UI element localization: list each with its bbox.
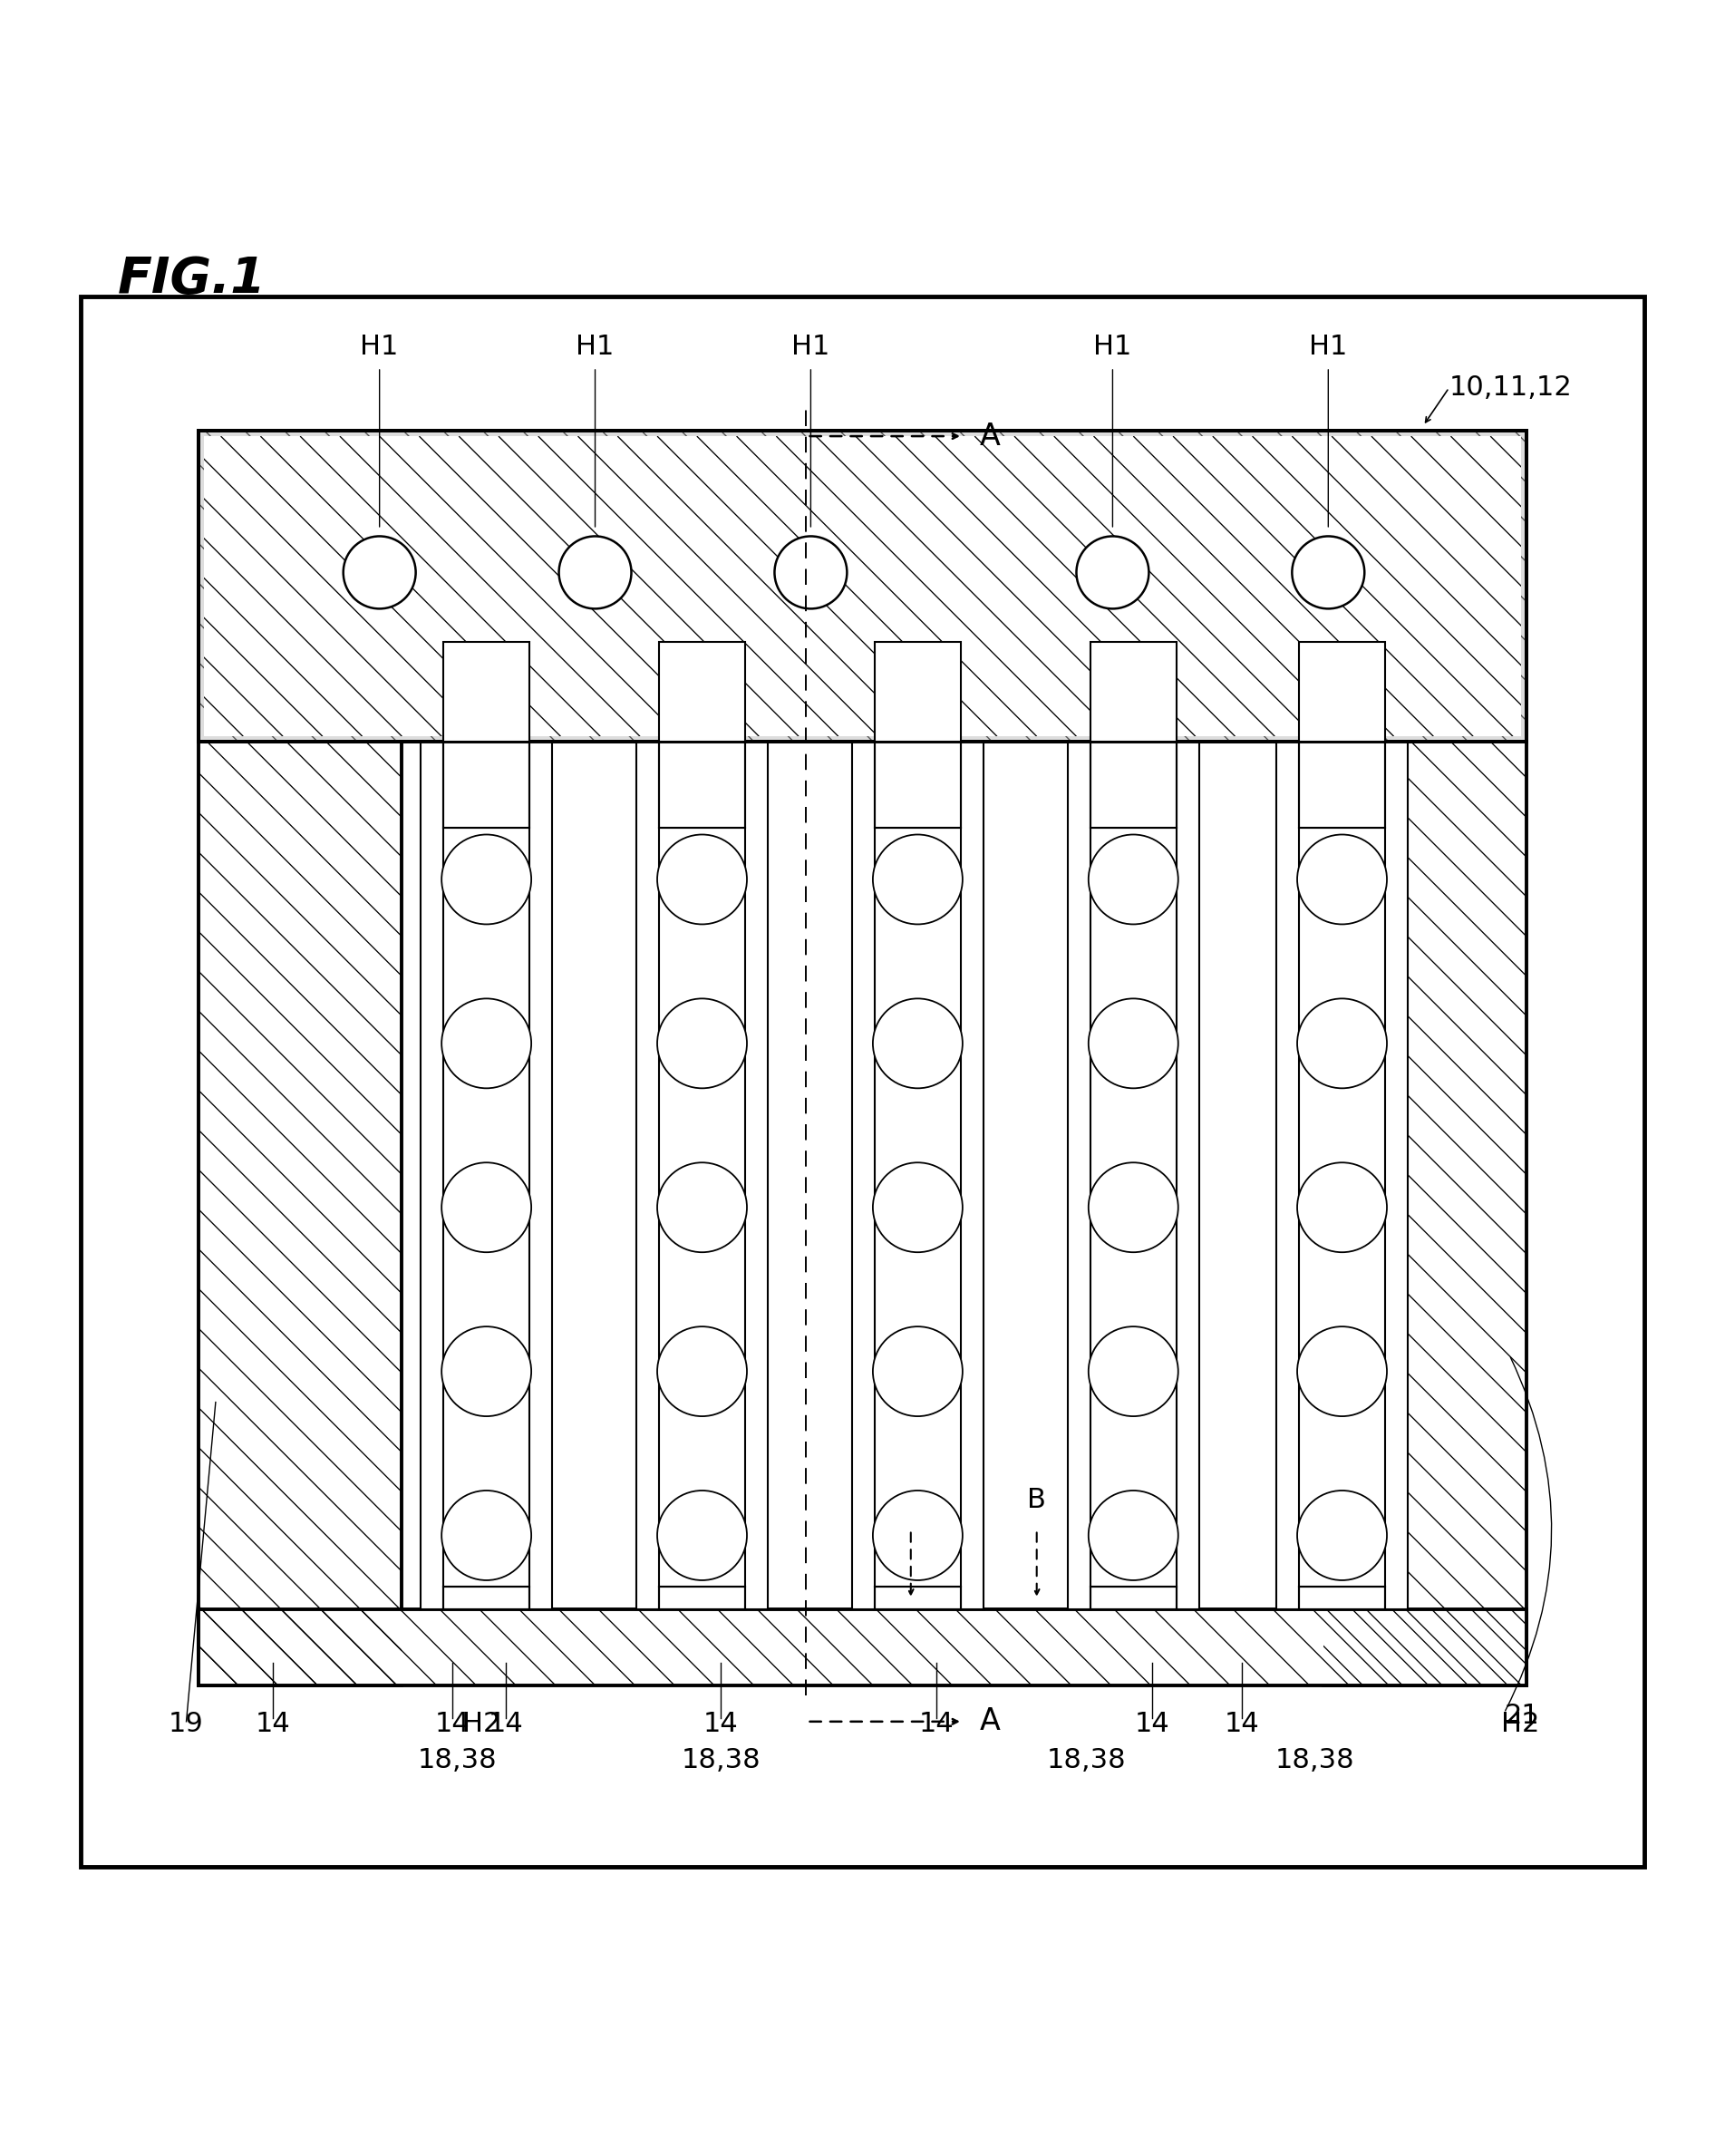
Circle shape xyxy=(442,834,531,925)
Circle shape xyxy=(343,537,416,608)
Text: 14: 14 xyxy=(1225,1712,1259,1738)
Bar xyxy=(659,828,745,1587)
Bar xyxy=(1276,742,1299,1608)
Bar xyxy=(198,431,1527,742)
Text: B: B xyxy=(902,1485,919,1514)
Circle shape xyxy=(1297,834,1387,925)
Circle shape xyxy=(657,1326,747,1416)
Text: 14: 14 xyxy=(488,1712,523,1738)
Circle shape xyxy=(1088,1326,1178,1416)
Text: H2: H2 xyxy=(1501,1712,1539,1738)
Circle shape xyxy=(657,1162,747,1253)
Circle shape xyxy=(1292,537,1364,608)
Bar xyxy=(421,742,552,1608)
Text: H1: H1 xyxy=(1094,334,1132,360)
Bar xyxy=(961,742,983,1608)
Bar xyxy=(1299,1587,1385,1608)
Bar xyxy=(443,828,530,1587)
Text: H1: H1 xyxy=(576,334,614,360)
Text: H1: H1 xyxy=(1309,334,1347,360)
Bar xyxy=(1068,742,1199,1608)
Bar xyxy=(1299,828,1385,1587)
Bar xyxy=(659,642,745,742)
Bar xyxy=(1090,828,1176,1587)
Text: 10,11,12: 10,11,12 xyxy=(1449,375,1571,401)
Bar xyxy=(1068,742,1090,1608)
Bar xyxy=(1323,742,1527,1686)
Bar xyxy=(1090,742,1176,828)
Circle shape xyxy=(873,998,963,1089)
Circle shape xyxy=(657,834,747,925)
Circle shape xyxy=(1076,537,1149,608)
Bar xyxy=(1299,642,1385,742)
Circle shape xyxy=(873,1326,963,1416)
Circle shape xyxy=(657,1490,747,1580)
Circle shape xyxy=(1088,1490,1178,1580)
Bar xyxy=(1385,742,1408,1608)
Bar xyxy=(1090,1587,1176,1608)
Text: 14: 14 xyxy=(435,1712,469,1738)
Bar xyxy=(204,436,1521,737)
Text: 18,38: 18,38 xyxy=(1047,1746,1126,1774)
Circle shape xyxy=(873,1490,963,1580)
Text: H2: H2 xyxy=(462,1712,500,1738)
Bar xyxy=(852,742,983,1608)
Bar xyxy=(1176,742,1199,1608)
Circle shape xyxy=(442,1490,531,1580)
Circle shape xyxy=(873,1162,963,1253)
Circle shape xyxy=(442,998,531,1089)
Circle shape xyxy=(657,998,747,1089)
Bar xyxy=(421,742,443,1608)
Text: 18,38: 18,38 xyxy=(1275,1746,1354,1774)
Bar xyxy=(443,742,530,828)
Circle shape xyxy=(1297,1162,1387,1253)
Bar xyxy=(637,742,768,1608)
Text: 21: 21 xyxy=(1504,1703,1539,1729)
Circle shape xyxy=(1297,1490,1387,1580)
Text: B: B xyxy=(1028,1485,1045,1514)
Text: A: A xyxy=(980,420,1000,451)
Circle shape xyxy=(775,537,847,608)
Circle shape xyxy=(1297,1326,1387,1416)
Bar xyxy=(875,742,961,828)
Bar xyxy=(198,431,1527,742)
Bar xyxy=(1090,642,1176,742)
Bar xyxy=(530,742,552,1608)
Text: 14: 14 xyxy=(255,1712,290,1738)
Circle shape xyxy=(442,1326,531,1416)
Bar xyxy=(745,742,768,1608)
Bar xyxy=(659,1587,745,1608)
Bar xyxy=(852,742,875,1608)
Text: 18,38: 18,38 xyxy=(681,1746,761,1774)
Bar xyxy=(198,1608,1527,1686)
Bar xyxy=(443,1587,530,1608)
Text: A: A xyxy=(980,1708,1000,1736)
Text: FIG.1: FIG.1 xyxy=(117,254,266,304)
Bar xyxy=(659,742,745,828)
Circle shape xyxy=(1088,834,1178,925)
Text: 18,38: 18,38 xyxy=(417,1746,497,1774)
Text: 19: 19 xyxy=(169,1712,204,1738)
Circle shape xyxy=(559,537,631,608)
Circle shape xyxy=(442,1162,531,1253)
Text: 14: 14 xyxy=(919,1712,954,1738)
Text: 14: 14 xyxy=(704,1712,738,1738)
Bar xyxy=(1299,742,1385,828)
Bar xyxy=(875,828,961,1587)
Circle shape xyxy=(1297,998,1387,1089)
Text: H1: H1 xyxy=(792,334,830,360)
Text: 14: 14 xyxy=(1135,1712,1170,1738)
Circle shape xyxy=(1088,1162,1178,1253)
Bar xyxy=(875,1587,961,1608)
Bar xyxy=(198,742,402,1686)
Bar xyxy=(637,742,659,1608)
Circle shape xyxy=(1088,998,1178,1089)
Circle shape xyxy=(873,834,963,925)
Bar xyxy=(875,642,961,742)
Bar xyxy=(1276,742,1408,1608)
Bar xyxy=(443,642,530,742)
Text: H1: H1 xyxy=(361,334,398,360)
